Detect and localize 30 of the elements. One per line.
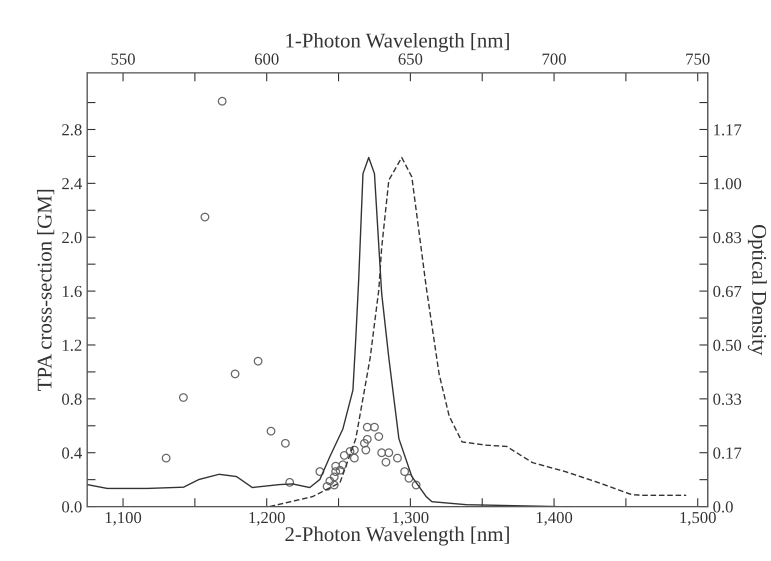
y2-tick-label: 0.50: [713, 340, 742, 351]
y-tick-label: 2.0: [62, 232, 82, 244]
x-tick-label: 1,200: [249, 512, 285, 526]
x2-tick-label: 750: [686, 53, 710, 65]
x-tick-label: 1,100: [106, 512, 142, 526]
x-axis-title: 2-Photon Wavelength [nm]: [285, 526, 509, 546]
y-tick-label: 0.0: [62, 501, 82, 513]
x2-tick-label: 700: [542, 53, 566, 65]
y2-tick-label: 1.00: [714, 178, 742, 190]
x2-axis-title: 1-Photon Wavelength [nm]: [286, 32, 509, 52]
y2-tick-label: 0.17: [713, 447, 742, 459]
y-tick-label: 0.4: [62, 447, 82, 459]
y-tick-label: 0.8: [62, 394, 82, 405]
y2-tick-label: 0.67: [713, 286, 742, 298]
y2-tick-label: 0.83: [713, 232, 742, 244]
y-tick-label: 2.4: [62, 178, 82, 190]
y2-axis-title: Optical Density: [748, 224, 767, 356]
y2-tick-label: 0.33: [713, 394, 742, 405]
x2-tick-label: 600: [254, 53, 279, 65]
x-tick-label: 1,400: [536, 512, 572, 526]
y2-tick-label: 0.0: [713, 501, 733, 513]
x-tick-label: 1,500: [680, 512, 716, 526]
y2-tick-label: 1.17: [714, 124, 742, 136]
y-tick-label: 2.8: [62, 124, 82, 136]
x-tick-label: 1,300: [393, 512, 428, 526]
x2-tick-label: 550: [112, 53, 135, 65]
y-tick-label: 1.6: [62, 286, 82, 298]
x2-tick-label: 650: [398, 53, 422, 65]
y-tick-label: 1.2: [62, 340, 82, 351]
y-axis-title: TPA cross-section [GM]: [36, 190, 54, 391]
